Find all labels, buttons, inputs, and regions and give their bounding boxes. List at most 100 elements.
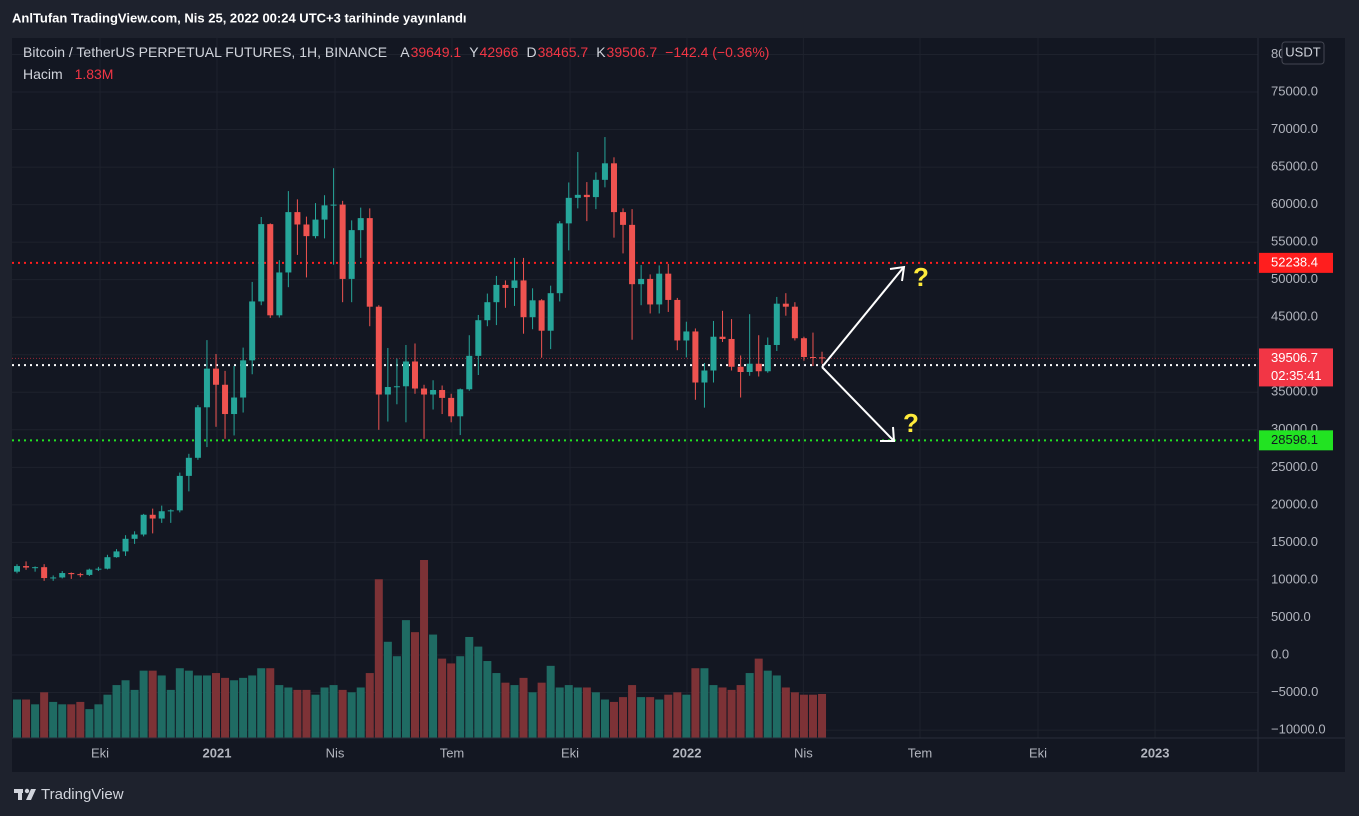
change: −142.4 (−0.36%) [665,44,769,60]
volume-bar [808,694,817,738]
y-tick-label: 45000.0 [1271,309,1318,324]
volume-bar [202,675,211,738]
candle-body [258,224,265,302]
volume-bar [40,692,49,738]
candle-body [348,230,355,279]
candle-body [701,370,708,383]
volume-bar [609,701,618,738]
volume-bar [691,668,700,738]
x-tick-label: Eki [1029,745,1047,760]
volume-bar [646,697,655,738]
candle-body [610,163,617,213]
volume-bar [573,687,582,738]
candle-body [113,551,120,558]
volume-bar [302,689,311,738]
candle-body [231,397,238,415]
candle-body [321,205,328,220]
volume-bar [193,675,202,738]
candle-body [556,223,563,294]
candle-body [493,284,500,303]
volume-bar [112,685,121,738]
volume-bar [392,656,401,738]
candle-body [276,272,283,316]
ohlc-value: 39649.1 [411,44,462,60]
candle-body [122,538,129,552]
volume-bar [410,632,419,738]
price-label: 39506.7 [1271,350,1318,365]
volume-bar [175,668,184,738]
volume-bar [22,699,31,738]
volume-bar [781,687,790,738]
candle-body [240,360,247,398]
candle-body [457,389,464,417]
volume-bar [510,685,519,738]
candle-body [755,363,762,372]
ohlc-label: Y [469,44,479,60]
x-tick-label: Eki [561,745,579,760]
ohlc-label: D [526,44,536,60]
candle-body [484,302,491,321]
candle-body [303,224,310,237]
volume-bar [709,685,718,738]
volume-bar [474,646,483,738]
volume-bar [465,636,474,738]
volume-bar [166,689,175,738]
ohlc-label: A [400,44,410,60]
volume-legend: Hacim 1.83M [23,66,113,82]
candle-body [819,357,826,359]
x-tick-label: Eki [91,745,109,760]
brand: TradingView [41,786,124,803]
volume-bar [383,641,392,738]
annotation: ? [903,408,919,438]
candle-body [674,299,681,341]
volume-bar [58,704,67,738]
volume-bar [329,685,338,738]
candle-body [104,557,111,569]
candle-body [411,361,418,389]
candle-body [339,204,346,279]
candle-body [185,457,192,476]
candle-body [728,338,735,367]
y-tick-label: 55000.0 [1271,234,1318,249]
projection-arrows [821,265,906,442]
candle-body [421,388,428,395]
volume-bar [438,658,447,738]
volume-bar [103,694,112,738]
candle-body [32,567,39,569]
candle-body [194,407,201,458]
volume-bar [564,685,573,738]
volume-bar [492,673,501,738]
candle-body [222,384,229,415]
x-tick-label: 2022 [673,745,702,760]
legend: Bitcoin / TetherUS PERPETUAL FUTURES, 1H… [23,44,769,60]
candle-body [23,566,30,568]
arrow-up [821,267,904,368]
volume-bar [148,670,157,738]
volume-bar [284,687,293,738]
volume-bar [619,697,628,738]
candle-body [59,573,66,578]
axes: Eki 2021 Nis Tem Eki 2022 Nis Tem Eki 2023 −10000.… [91,46,1333,760]
candle-body [620,212,627,225]
tradingview-logo [14,788,36,800]
volume-bar [591,692,600,738]
volume-bar [139,670,148,738]
candle-body [511,280,518,288]
volume-bar [429,634,438,738]
currency-box[interactable] [1281,41,1325,65]
candle-body [68,573,75,575]
candle-body [430,390,437,395]
ohlc-label: K [596,44,606,60]
logo-part [24,788,30,794]
y-tick-label: −5000.0 [1271,684,1318,699]
candle-body [475,320,482,356]
candle-body [176,475,183,511]
volume-bar [356,687,365,738]
price-label: 28598.1 [1271,432,1318,447]
candle-body [502,284,509,288]
volume-bar [456,656,465,738]
ohlc-value: 42966 [480,44,519,60]
volume-bar [293,689,302,738]
currency[interactable]: USDT [1285,44,1320,59]
y-tick-label: 75000.0 [1271,83,1318,98]
